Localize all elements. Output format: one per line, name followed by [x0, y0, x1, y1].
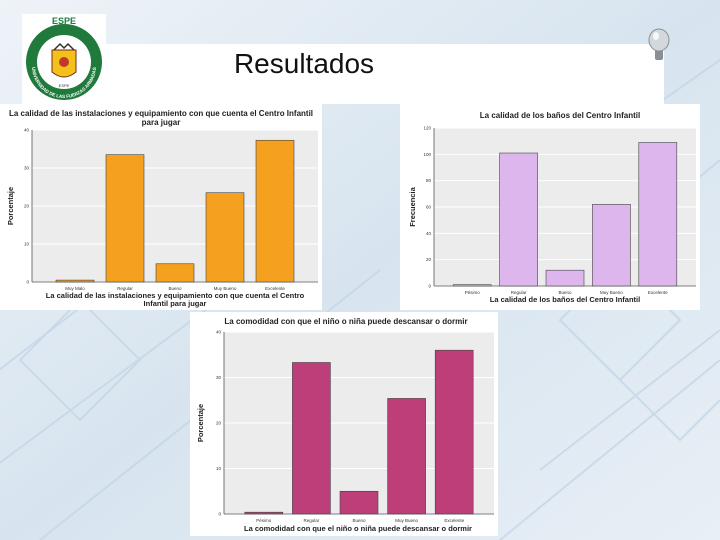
- x-tick-label: Excelente: [648, 290, 668, 295]
- x-tick-label: Bueno: [352, 518, 366, 523]
- espe-logo: ESPE ESPE UNIVERSIDAD DE LAS FUERZAS ARM…: [22, 14, 106, 106]
- bar-pésimo: [244, 511, 284, 515]
- y-tick-label: 60: [426, 205, 432, 210]
- x-axis-label: La calidad de los baños del Centro Infan…: [490, 295, 640, 304]
- bar-regular: [499, 152, 538, 287]
- y-tick-label: 30: [24, 166, 30, 171]
- y-axis-label: Frecuencia: [408, 186, 417, 226]
- y-tick-label: 40: [216, 330, 222, 335]
- y-tick-label: 20: [216, 421, 222, 426]
- logo-top-text: ESPE: [52, 16, 76, 26]
- chart-title: La comodidad con que el niño o niña pued…: [224, 317, 467, 326]
- bar-excelente: [638, 142, 678, 287]
- y-tick-label: 120: [423, 126, 431, 131]
- x-ticks: Pésimo Regular Bueno Muy Bueno Excelente: [465, 290, 668, 295]
- x-tick-label: Muy Bueno: [214, 286, 237, 291]
- x-axis-label: La comodidad con que el niño o niña pued…: [244, 524, 472, 533]
- chart-comodidad: La comodidad con que el niño o niña pued…: [190, 312, 498, 536]
- y-tick-label: 10: [24, 242, 30, 247]
- y-ticks: 0 20 40 60 80 100 120: [423, 126, 431, 289]
- y-tick-label: 30: [216, 375, 222, 380]
- chart-title: La calidad de los baños del Centro Infan…: [480, 111, 640, 120]
- y-tick-label: 20: [24, 204, 30, 209]
- chart-banos: La calidad de los baños del Centro Infan…: [400, 104, 700, 310]
- bar-regular: [292, 362, 331, 515]
- y-axis-label: Porcentaje: [6, 187, 15, 225]
- y-axis-label: Porcentaje: [196, 404, 205, 442]
- bars: [55, 139, 295, 283]
- bar-muy-bueno: [592, 204, 631, 287]
- x-tick-label: Regular: [304, 518, 320, 523]
- bars: [244, 349, 474, 515]
- chart-title-line-1: La calidad de las instalaciones y equipa…: [9, 109, 313, 118]
- x-tick-label: Regular: [117, 286, 133, 291]
- bar-excelente: [255, 139, 295, 283]
- pushpin-icon: [648, 28, 670, 60]
- bar-muy-malo: [55, 279, 95, 283]
- y-tick-label: 0: [218, 512, 221, 517]
- y-tick-label: 10: [216, 466, 222, 471]
- y-tick-label: 0: [428, 284, 431, 289]
- y-tick-label: 80: [426, 178, 432, 183]
- x-tick-label: Muy Malo: [65, 286, 85, 291]
- x-tick-label: Regular: [511, 290, 527, 295]
- bars: [452, 142, 678, 287]
- y-tick-label: 40: [24, 128, 30, 133]
- x-ticks: Muy Malo Regular Bueno Muy Bueno Excelente: [65, 286, 285, 291]
- y-ticks: 0 10 20 30 40: [216, 330, 222, 517]
- x-tick-label: Muy Bueno: [600, 290, 623, 295]
- bar-bueno: [339, 490, 379, 515]
- bar-excelente: [434, 349, 474, 515]
- bar-bueno: [155, 263, 195, 283]
- x-tick-label: Muy Bueno: [395, 518, 418, 523]
- x-tick-label: Bueno: [558, 290, 572, 295]
- y-ticks: 0 10 20 30 40: [24, 128, 30, 285]
- chart-instalaciones: La calidad de las instalaciones y equipa…: [0, 104, 322, 310]
- title-bar: [104, 44, 664, 104]
- bar-bueno: [545, 269, 585, 287]
- y-tick-label: 20: [426, 257, 432, 262]
- bar-muy-bueno: [205, 192, 245, 283]
- slide-title: Resultados: [233, 48, 375, 79]
- x-tick-label: Pésimo: [465, 290, 481, 295]
- x-axis-label-line-1: La calidad de las instalaciones y equipa…: [46, 291, 305, 300]
- bar-pésimo: [452, 284, 492, 287]
- y-tick-label: 40: [426, 231, 432, 236]
- x-tick-label: Pésimo: [256, 518, 272, 523]
- x-tick-label: Bueno: [168, 286, 182, 291]
- chart-title-line-2: para jugar: [142, 118, 181, 127]
- bar-regular: [105, 154, 145, 283]
- logo-center-text: ESPE: [59, 83, 70, 88]
- x-tick-label: Excelente: [265, 286, 285, 291]
- bar-muy-bueno: [387, 398, 426, 515]
- y-tick-label: 0: [26, 280, 29, 285]
- x-ticks: Pésimo Regular Bueno Muy Bueno Excelente: [256, 518, 464, 523]
- x-axis-label-line-2: Infantil para jugar: [144, 299, 207, 308]
- x-tick-label: Excelente: [444, 518, 464, 523]
- y-tick-label: 100: [423, 152, 431, 157]
